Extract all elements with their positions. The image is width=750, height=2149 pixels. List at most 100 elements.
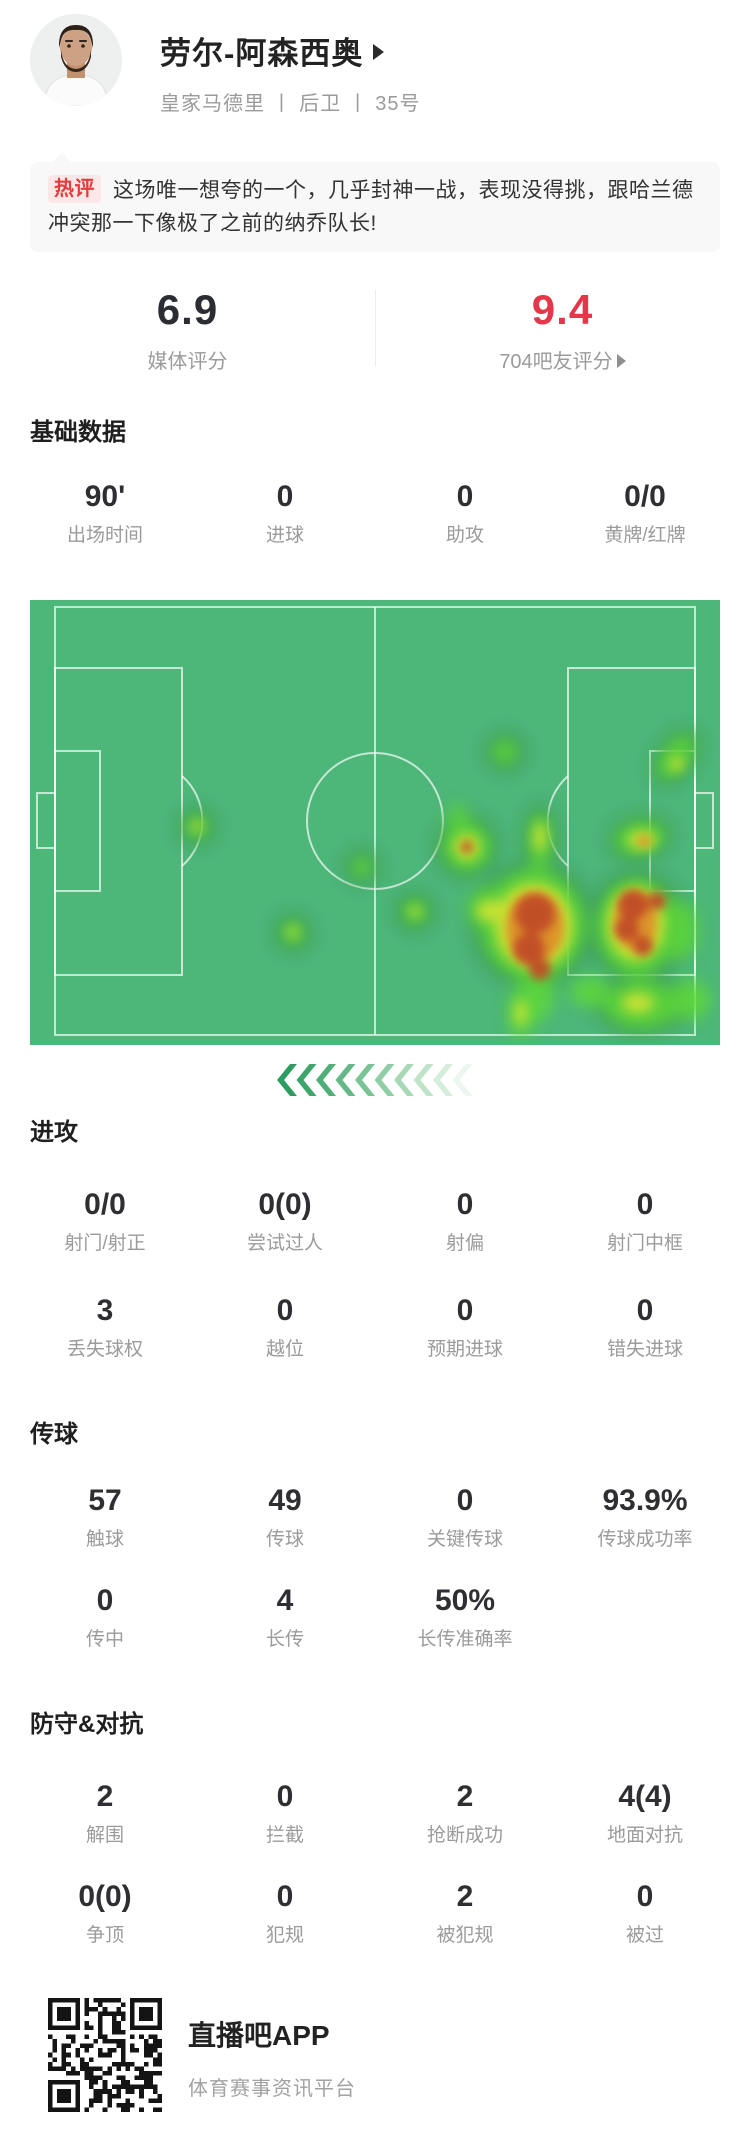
fans-rating-arrow-icon [616, 354, 626, 368]
stat-value: 0 [456, 1294, 474, 1327]
fans-rating-value: 9.4 [531, 286, 594, 333]
stat-label: 传球 [265, 1529, 304, 1550]
fans-rating-link[interactable]: 9.4 704吧友评分 [375, 286, 750, 373]
media-rating: 6.9 媒体评分 [0, 288, 375, 374]
hot-comment-text-line: 热评 这场唯一想夸的一个，几乎封神一战，表现没得挑，跟哈兰德冲突那一下像极了之前的… [48, 174, 702, 240]
stat-label: 射偏 [445, 1233, 484, 1254]
stat-cell: 0 错失进球 [555, 1294, 735, 1362]
stat-cell: 0 关键传球 [375, 1484, 555, 1552]
stat-cell: 3 丢失球权 [15, 1294, 195, 1362]
app-footer: 直播吧APP 体育赛事资讯平台 [48, 1998, 750, 2112]
player-header-text: 劳尔-阿森西奥 皇家马德里 丨 后卫 丨 35号 [160, 14, 420, 116]
player-name-link[interactable]: 劳尔-阿森西奥 [160, 28, 420, 73]
stat-label: 争顶 [85, 1925, 124, 1946]
heatmap-pitch [30, 600, 720, 1045]
stat-value: 50% [434, 1584, 496, 1617]
heat-layer-red [461, 841, 666, 980]
stat-cell: 4 长传 [195, 1584, 375, 1652]
media-rating-label: 媒体评分 [147, 351, 228, 373]
stat-value: 2 [456, 1880, 474, 1913]
hot-comment-text: 这场唯一想夸的一个，几乎封神一战，表现没得挑，跟哈兰德冲突那一下像极了之前的纳乔… [48, 179, 694, 235]
qr-code [48, 1998, 162, 2112]
stat-cell: 0/0 射门/射正 [15, 1188, 195, 1256]
stat-label: 长传准确率 [417, 1629, 513, 1650]
player-header: 劳尔-阿森西奥 皇家马德里 丨 后卫 丨 35号 [30, 14, 720, 115]
stats-row: 0(0) 争顶 0 犯规 2 被犯规 0 被过 [0, 1880, 750, 1948]
stat-label: 传球成功率 [597, 1529, 693, 1550]
stats-row: 0/0 射门/射正 0(0) 尝试过人 0 射偏 0 射门中框 [0, 1188, 750, 1256]
player-stats-page: 劳尔-阿森西奥 皇家马德里 丨 后卫 丨 35号 热评 这场唯一想夸的一个，几乎封… [0, 14, 750, 2149]
stat-cell: 0(0) 尝试过人 [195, 1188, 375, 1256]
stat-label: 射门中框 [606, 1233, 683, 1254]
stat-cell: 0 助攻 [375, 480, 555, 548]
app-tagline: 体育赛事资讯平台 [188, 2078, 356, 2100]
stat-value: 0/0 [624, 480, 666, 513]
player-avatar [30, 14, 122, 106]
stat-label: 出场时间 [66, 525, 143, 546]
player-portrait-illustration [30, 14, 122, 106]
stat-cell: 0/0 黄牌/红牌 [555, 480, 735, 548]
fans-rating-label-text: 704吧友评分 [499, 351, 613, 373]
stat-cell: 50% 长传准确率 [375, 1584, 555, 1652]
section-title-passing: 传球 [30, 1421, 78, 1448]
stat-label: 拦截 [265, 1825, 304, 1846]
stat-value: 57 [88, 1484, 122, 1517]
stat-value: 2 [456, 1780, 474, 1813]
stat-label: 被过 [625, 1925, 664, 1946]
stat-value: 0(0) [258, 1188, 312, 1221]
stat-value: 0 [636, 1880, 654, 1913]
fans-rating-label: 704吧友评分 [375, 345, 750, 374]
stat-cell: 49 传球 [195, 1484, 375, 1552]
stat-cell: 0 传中 [15, 1584, 195, 1652]
stat-label: 解围 [85, 1825, 124, 1846]
stat-value: 93.9% [602, 1484, 688, 1517]
stat-cell: 4(4) 地面对抗 [555, 1780, 735, 1848]
stat-value: 0 [636, 1294, 654, 1327]
stat-label: 触球 [85, 1529, 124, 1550]
stat-label: 黄牌/红牌 [604, 525, 686, 546]
section-title-basic: 基础数据 [30, 419, 126, 446]
hot-comment-badge: 热评 [48, 175, 101, 203]
stat-label: 尝试过人 [246, 1233, 323, 1254]
stat-label: 传中 [85, 1629, 124, 1650]
stat-cell: 57 触球 [15, 1484, 195, 1552]
stat-cell: 93.9% 传球成功率 [555, 1484, 735, 1552]
left-chevrons-icon [277, 1064, 473, 1096]
section-title-attack: 进攻 [30, 1119, 78, 1146]
stat-cell: 90' 出场时间 [15, 480, 195, 548]
stat-value: 3 [96, 1294, 114, 1327]
player-name: 劳尔-阿森西奥 [160, 36, 364, 71]
stat-label: 错失进球 [606, 1339, 683, 1360]
stat-value: 0 [456, 480, 474, 513]
stat-label: 助攻 [445, 525, 484, 546]
stat-cell: 0 被过 [555, 1880, 735, 1948]
stat-value: 49 [268, 1484, 302, 1517]
attack-direction-indicator [0, 1064, 750, 1096]
stat-value: 4 [276, 1584, 294, 1617]
stat-cell: 0 拦截 [195, 1780, 375, 1848]
name-arrow-icon [373, 43, 385, 60]
stat-label: 被犯规 [436, 1925, 494, 1946]
ratings-divider [375, 290, 376, 366]
app-name: 直播吧APP [188, 2020, 330, 2051]
section-title-defense: 防守&对抗 [30, 1711, 144, 1738]
stat-cell: 0 越位 [195, 1294, 375, 1362]
stat-label: 犯规 [265, 1925, 304, 1946]
heatmap-container [30, 600, 720, 1045]
stat-value: 2 [96, 1780, 114, 1813]
stats-row: 3 丢失球权 0 越位 0 预期进球 0 错失进球 [0, 1294, 750, 1362]
stat-label: 射门/射正 [64, 1233, 146, 1254]
stat-value: 0 [276, 1780, 294, 1813]
stats-row: 0 传中 4 长传 50% 长传准确率 [0, 1584, 750, 1652]
stat-label: 关键传球 [426, 1529, 503, 1550]
hot-comment-box: 热评 这场唯一想夸的一个，几乎封神一战，表现没得挑，跟哈兰德冲突那一下像极了之前的… [30, 152, 720, 252]
stat-value: 0 [456, 1188, 474, 1221]
stat-value: 0 [456, 1484, 474, 1517]
ratings-row: 6.9 媒体评分 9.4 704吧友评分 [0, 286, 750, 374]
stat-cell: 2 被犯规 [375, 1880, 555, 1948]
stat-cell: 0 射门中框 [555, 1188, 735, 1256]
stat-value: 4(4) [618, 1780, 672, 1813]
stat-cell: 0 犯规 [195, 1880, 375, 1948]
stat-cell [555, 1584, 735, 1652]
stat-cell: 2 抢断成功 [375, 1780, 555, 1848]
